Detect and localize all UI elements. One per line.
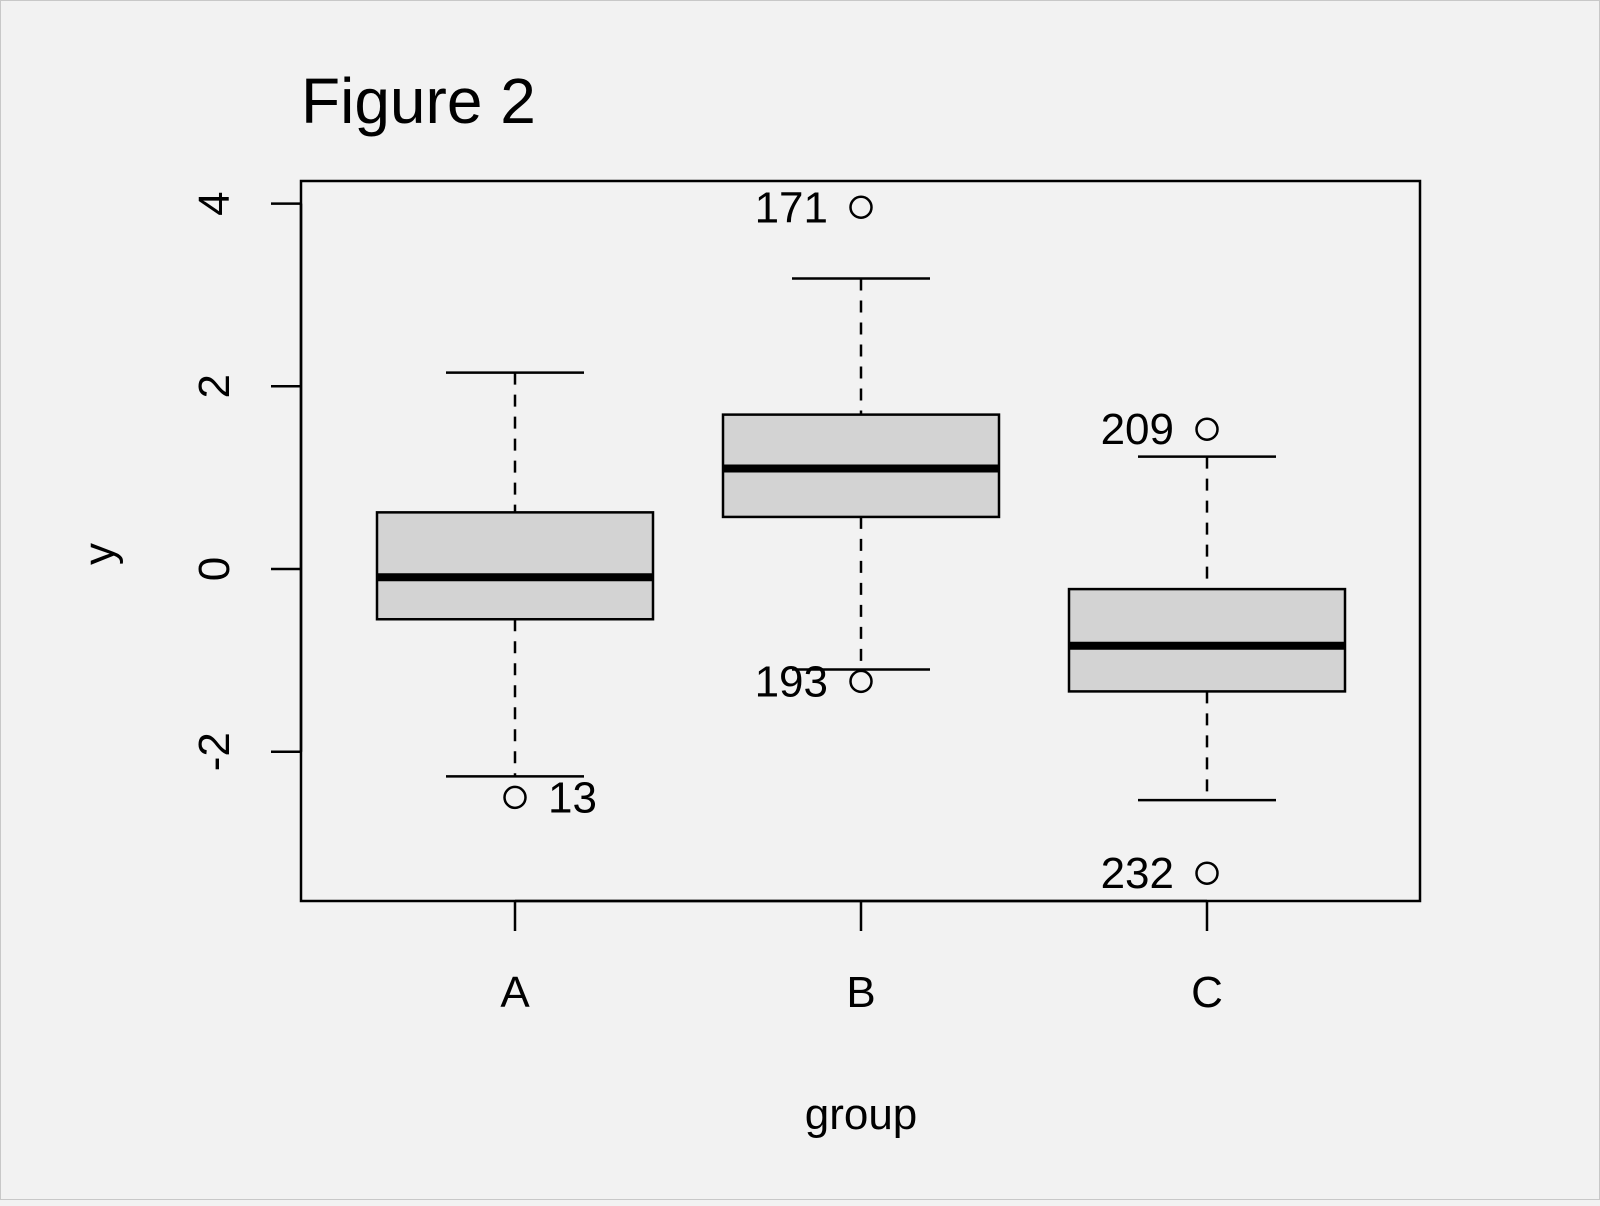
outlier-label: 209 — [1101, 405, 1174, 454]
y-tick-label: 4 — [190, 191, 239, 215]
box-group-a: 13 — [375, 371, 655, 822]
box — [1067, 587, 1347, 693]
y-tick-label: -2 — [190, 732, 239, 771]
y-axis-label: y — [75, 543, 124, 565]
x-axis: A B C — [500, 899, 1223, 1017]
outlier-point — [1195, 417, 1219, 441]
box-group-b: 171 193 — [721, 183, 1001, 706]
x-tick-label: A — [500, 968, 530, 1017]
x-tick-label: B — [846, 968, 875, 1017]
y-tick-label: 0 — [190, 557, 239, 581]
outlier-point — [503, 785, 527, 810]
box — [375, 511, 655, 621]
outlier-label: 193 — [755, 657, 828, 706]
chart-title: Figure 2 — [301, 65, 536, 137]
y-tick-label: 2 — [190, 374, 239, 398]
x-tick-label: C — [1191, 968, 1223, 1017]
outlier-label: 13 — [548, 773, 597, 822]
boxes: 13 171 193 209 232 — [375, 183, 1347, 898]
y-axis: -2 0 2 4 — [190, 191, 303, 771]
outlier-label: 232 — [1101, 849, 1174, 898]
x-axis-label: group — [805, 1090, 918, 1139]
outlier-point — [1195, 861, 1219, 885]
outlier-point — [849, 195, 873, 220]
outlier-label: 171 — [755, 183, 828, 232]
box-group-c: 209 232 — [1067, 405, 1347, 898]
outlier-point — [849, 669, 873, 694]
